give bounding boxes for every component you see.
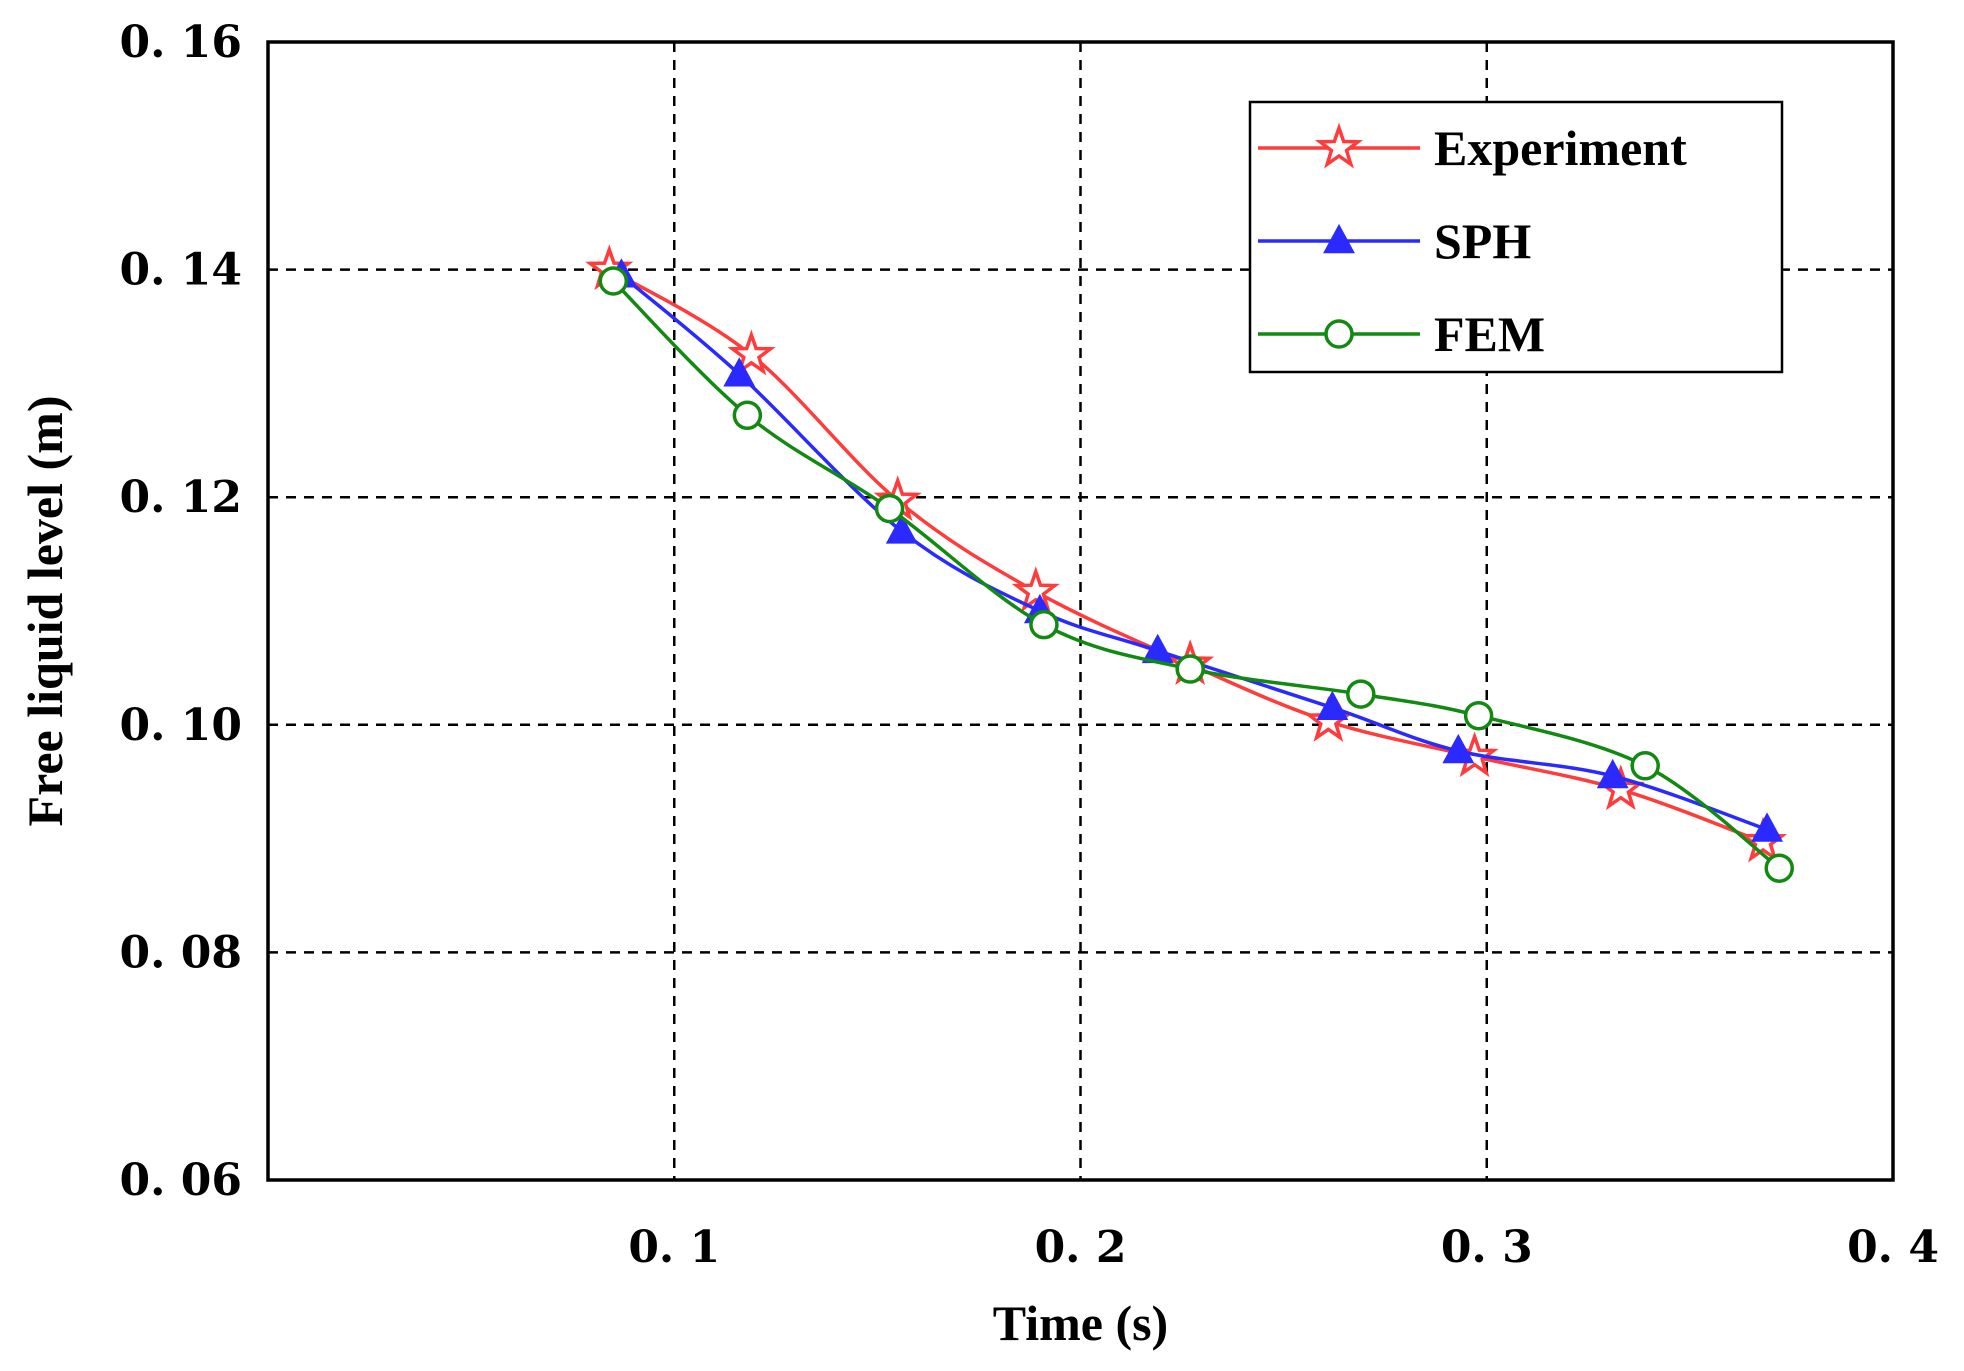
y-tick-label: 0. 08 (120, 927, 242, 978)
x-axis-title: Time (s) (993, 1295, 1168, 1351)
series-fem (598, 266, 1794, 883)
x-tick-label: 0. 3 (1441, 1222, 1533, 1273)
data-point-sph (1316, 690, 1349, 720)
legend-marker-shape-sph (1323, 223, 1355, 254)
legend-label-sph: SPH (1434, 213, 1531, 269)
data-point-sph (1751, 812, 1783, 842)
y-tick-label: 0. 06 (120, 1155, 242, 1206)
legend-marker-shape-fem (1324, 319, 1354, 349)
data-point-fem (1029, 609, 1059, 640)
legend-marker-shape-experiment (1314, 122, 1364, 169)
legend-marker-experiment (1258, 122, 1420, 169)
y-tick-label: 0. 10 (120, 700, 242, 751)
data-point-experiment (727, 329, 776, 376)
data-point-sph (723, 357, 756, 387)
data-point-fem (1463, 700, 1494, 731)
legend-label-experiment: Experiment (1434, 120, 1687, 176)
data-point-fem (1630, 751, 1660, 781)
legend-marker-fem (1258, 319, 1420, 349)
y-tick-label: 0. 14 (120, 245, 242, 296)
data-point-sph (1442, 733, 1475, 764)
legend-entry-sph: SPH (1258, 213, 1531, 269)
legend-label-fem: FEM (1434, 306, 1545, 362)
x-tick-label: 0. 2 (1035, 1222, 1127, 1273)
y-tick-label: 0. 12 (120, 472, 242, 523)
data-point-sph (1596, 758, 1629, 789)
y-tick-label: 0. 16 (120, 17, 242, 68)
data-point-sph (885, 514, 918, 544)
tick-labels: 0. 1 0. 2 0. 3 0. 4 0. 06 0. 08 0. 10 0. 12 0. 1… (120, 17, 1939, 1273)
data-point-fem (598, 266, 629, 296)
data-point-fem (1764, 853, 1794, 883)
data-point-fem (874, 493, 905, 524)
data-point-fem (1175, 654, 1205, 684)
legend: Experiment SPH FEM (1248, 100, 1784, 374)
data-point-fem (732, 400, 763, 431)
legend-entry-fem: FEM (1258, 306, 1545, 362)
x-tick-label: 0. 1 (628, 1222, 720, 1273)
y-axis-title: Free liquid level (m) (17, 396, 73, 827)
legend-entry-experiment: Experiment (1258, 120, 1687, 176)
data-point-experiment (1011, 566, 1060, 613)
data-point-fem (1346, 679, 1376, 709)
x-tick-label: 0. 4 (1847, 1222, 1939, 1273)
plot-frame (266, 40, 1895, 1182)
series-layer (585, 244, 1794, 883)
legend-marker-sph (1258, 223, 1420, 254)
